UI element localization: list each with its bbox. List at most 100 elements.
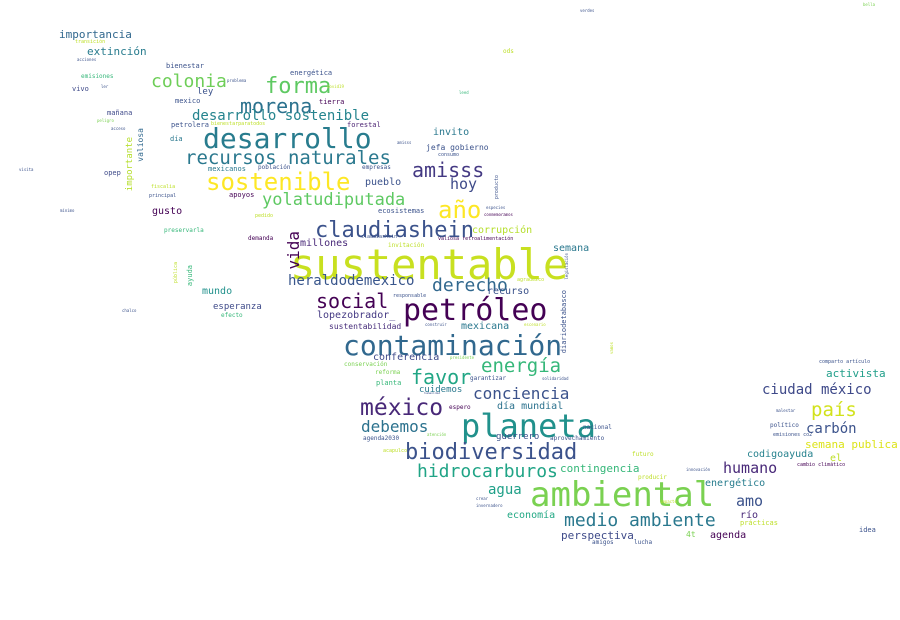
word-vamos: vamos	[609, 342, 614, 355]
word-conservacion: conservación	[344, 361, 388, 368]
word-leed: leed	[459, 90, 469, 95]
word-politico: político	[770, 422, 799, 429]
word-nacional: nacional	[583, 424, 612, 431]
word-dia-mundial: día mundial	[497, 401, 564, 412]
word-pueblo: pueblo	[365, 177, 402, 188]
word-energetico: energético	[705, 478, 766, 489]
word-hoy: hoy	[450, 175, 478, 193]
word-energetica: energética	[290, 69, 333, 77]
word-agenda2030: agenda2030	[363, 435, 400, 442]
word-amigos: amigos	[592, 539, 614, 546]
word-millones: millones	[300, 238, 349, 249]
word-diariodetabasco: diariodetabasco	[560, 290, 568, 354]
word-agradezco: agradezco	[517, 277, 545, 283]
word-crear: crear	[476, 496, 489, 501]
word-contingencia: contingencia	[560, 462, 640, 475]
word-humano: humano	[723, 459, 778, 477]
word-efecto: efecto	[221, 312, 243, 319]
word-agenda: agenda	[710, 530, 747, 541]
word-valiosa-retroalimentacion: valiosa retroalimentación	[438, 236, 514, 242]
word-transicion: transición	[75, 39, 106, 45]
word-idea: idea	[859, 526, 876, 534]
word-forma: forma	[265, 74, 332, 99]
word-humanidad: humanidad	[424, 391, 441, 395]
word-acciones: acciones	[77, 57, 97, 62]
word-heraldodemexico: heraldodemexico	[288, 273, 415, 289]
word-chalco: chalco	[122, 308, 137, 313]
word-bienestar: bienestar	[166, 62, 204, 70]
word-pais: país	[811, 399, 857, 421]
word-sustentable: sustentable	[290, 240, 569, 289]
word-manana: mañana	[107, 109, 133, 117]
word-acapulco: acapulco	[383, 448, 408, 454]
word-amisss-small: amisss	[397, 140, 412, 145]
word-ecosistemas: ecosistemas	[378, 207, 425, 215]
word-pedido: pedido	[255, 213, 274, 219]
word-claudiashein: claudiashein	[315, 218, 474, 243]
word-el: el	[830, 453, 843, 464]
word-emisiones-co2: emisiones co2	[773, 432, 813, 438]
word-emisiones: emisiones	[81, 73, 114, 80]
word-guerrero: guerrero	[496, 432, 540, 442]
word-debemos: debemos	[361, 417, 429, 436]
word-desarrollo-sostenible: desarrollo sostenible	[192, 108, 370, 124]
word-agua: agua	[488, 482, 522, 498]
word-economia: economía	[507, 510, 556, 521]
word-yolatudiputada: yolatudiputada	[262, 190, 406, 210]
word-visita: visita	[19, 167, 34, 172]
word-lucha: lucha	[634, 539, 653, 546]
word-invito: invito	[433, 127, 470, 138]
word-garantizar: garantizar	[470, 375, 507, 382]
word-colonia: colonia	[151, 71, 227, 92]
word-social: social	[316, 289, 389, 313]
word-principal: principal	[149, 193, 177, 199]
word-demanda: demanda	[248, 235, 274, 242]
word-morena: morena	[240, 94, 313, 118]
word-responsable: responsable	[393, 293, 427, 299]
word-cuidemos: cuidemos	[419, 385, 463, 395]
word-impacto: impacto	[660, 499, 677, 504]
word-mundo: mundo	[202, 286, 233, 297]
word-semana-publica: semana publica	[805, 438, 898, 451]
word-esperanza: esperanza	[213, 302, 262, 312]
word-mexico: méxico	[360, 395, 444, 421]
word-vivo: vivo	[72, 85, 89, 93]
word-opep: opep	[104, 169, 121, 177]
word-dia: día	[170, 135, 183, 143]
word-producto: producto	[494, 175, 500, 200]
word-biodiversidad: biodiversidad	[405, 440, 578, 465]
word-petroleo: petróleo	[403, 293, 548, 328]
word-ley: ley	[197, 87, 214, 97]
word-fiscalia: fiscalia	[151, 184, 176, 190]
word-claudiashein-small: claudiashein	[361, 234, 398, 240]
word-forestal: forestal	[347, 121, 381, 129]
word-publica: pública	[173, 262, 179, 284]
word-ods: ods	[503, 48, 514, 55]
word-apoyos: apoyos	[229, 191, 255, 199]
word-atencion: atención	[427, 432, 447, 437]
word-corrupcion: corrupción	[472, 225, 533, 236]
word-conferencia: conferencia	[373, 352, 440, 363]
word-lopezobrador: lopezobrador_	[317, 310, 396, 321]
word-presidente: presidente	[450, 355, 475, 360]
word-consumo: consumo	[438, 152, 460, 158]
word-empresas: empresas	[362, 164, 391, 171]
word-importante: importante	[125, 137, 135, 192]
word-ayuda: ayuda	[186, 265, 194, 287]
word-semana: semana	[553, 243, 590, 254]
word-desarrollo: desarrollo	[203, 122, 372, 155]
word-activista: activista	[826, 367, 886, 380]
word-cambio-climatico: cambio climático	[797, 462, 846, 468]
word-problema: problema	[227, 78, 247, 83]
word-peligro: peligro	[97, 118, 114, 123]
word-favor: favor	[411, 365, 472, 389]
word-sustentabilidad: sustentabilidad	[329, 322, 402, 331]
word-codigoayuda: codigoayuda	[747, 449, 814, 460]
word-extincion: extinción	[87, 45, 147, 58]
word-acceso: acceso	[111, 126, 126, 131]
word-ano: año	[438, 196, 482, 224]
word-aprovechamiento: aprovechamiento	[550, 435, 605, 442]
word-futuro: futuro	[632, 451, 654, 458]
word-invernadero: invernadero	[476, 503, 503, 508]
word-malestar: malestar	[776, 408, 796, 413]
